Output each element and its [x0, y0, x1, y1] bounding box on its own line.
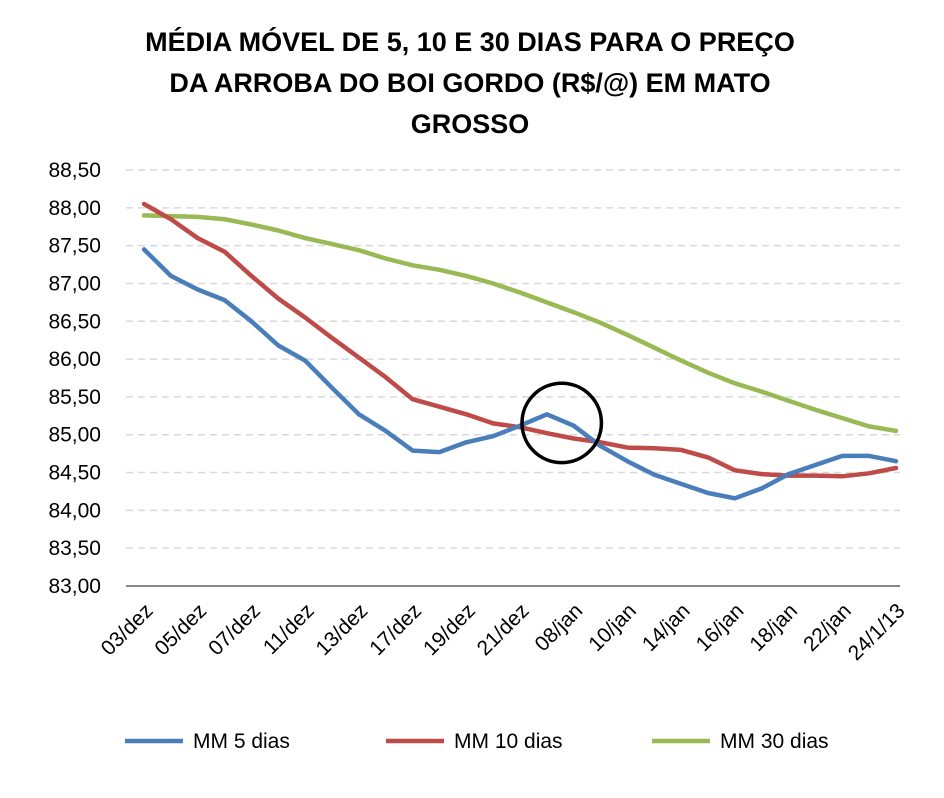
series-line-mm10 [141, 201, 899, 479]
gridlines [126, 169, 900, 549]
x-tick-label: 17/dez [365, 599, 426, 660]
annotation-layer [520, 381, 604, 465]
y-tick-label: 88,50 [48, 159, 101, 182]
y-tick-label: 86,50 [48, 310, 101, 333]
chart-title: MÉDIA MÓVEL DE 5, 10 E 30 DIAS PARA O PR… [60, 22, 880, 145]
y-tick-label: 84,50 [48, 462, 101, 485]
chart-title-line-1: MÉDIA MÓVEL DE 5, 10 E 30 DIAS PARA O PR… [145, 27, 795, 57]
legend: MM 5 dias MM 10 dias MM 30 dias [125, 730, 829, 753]
series-lines [141, 201, 899, 501]
x-tick-label: 13/dez [312, 599, 373, 660]
x-tick-label: 16/jan [692, 599, 749, 656]
chart-title-line-3: GROSSO [410, 109, 530, 139]
x-tick-label: 07/dez [204, 599, 265, 660]
legend-label: MM 10 dias [454, 730, 563, 753]
series-line-mm30 [141, 213, 899, 434]
legend-label: MM 5 dias [193, 730, 290, 753]
highlight-circle [520, 381, 604, 465]
y-axis: 88,50 88,00 87,50 87,00 86,50 86,00 85,50 85,00… [48, 159, 101, 598]
y-tick-label: 87,50 [48, 235, 101, 258]
y-tick-label: 87,00 [48, 272, 101, 295]
y-tick-label: 85,50 [48, 386, 101, 409]
x-tick-label: 05/dez [150, 599, 211, 660]
x-tick-label: 14/jan [638, 599, 695, 656]
y-tick-label: 83,00 [48, 575, 101, 598]
y-tick-label: 84,00 [48, 499, 101, 522]
x-tick-label: 19/dez [419, 599, 480, 660]
series-line-mm5 [141, 247, 899, 501]
x-tick-label: 10/jan [584, 599, 641, 656]
y-tick-label: 86,00 [48, 348, 101, 371]
chart-title-line-2: DA ARROBA DO BOI GORDO (R$/@) EM MATO [169, 68, 771, 98]
x-tick-label: 11/dez [259, 599, 319, 659]
x-tick-label: 18/jan [745, 599, 802, 656]
y-tick-label: 83,50 [48, 537, 101, 560]
x-tick-label: 08/jan [531, 599, 588, 656]
x-tick-label: 03/dez [97, 599, 158, 660]
y-tick-label: 88,00 [48, 197, 101, 220]
x-tick-label: 24/1/13 [844, 599, 910, 665]
legend-label: MM 30 dias [720, 730, 829, 753]
x-axis: 03/dez05/dez07/dez11/dez13/dez17/dez19/d… [97, 585, 910, 665]
y-tick-label: 85,00 [48, 424, 101, 447]
x-tick-label: 21/dez [473, 599, 534, 660]
